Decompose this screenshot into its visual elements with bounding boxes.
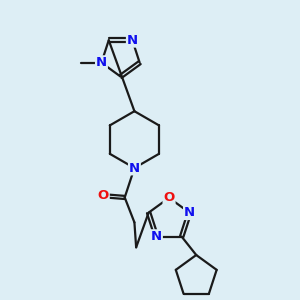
Text: N: N bbox=[129, 161, 140, 175]
Text: O: O bbox=[98, 189, 109, 202]
Text: N: N bbox=[96, 56, 107, 69]
Text: N: N bbox=[127, 34, 138, 47]
Text: N: N bbox=[184, 206, 195, 219]
Text: N: N bbox=[151, 230, 162, 243]
Text: O: O bbox=[164, 191, 175, 204]
